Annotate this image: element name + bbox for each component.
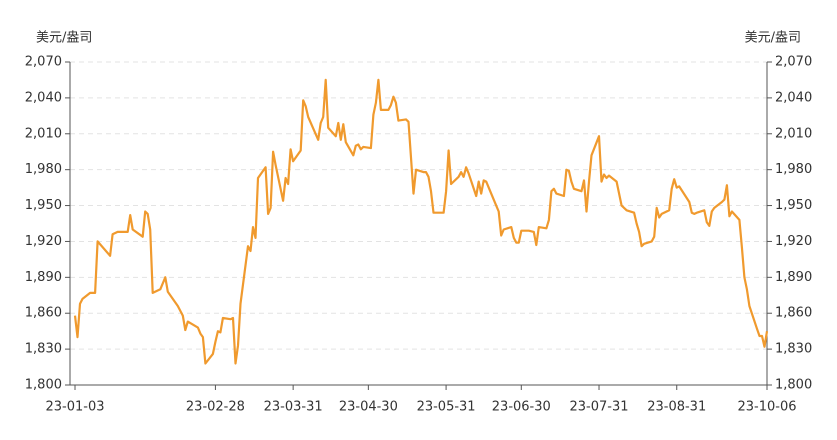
y-tick-label: 1,890 bbox=[25, 270, 62, 285]
y2-tick-label: 1,800 bbox=[775, 378, 812, 393]
price-line bbox=[73, 78, 769, 365]
y2-tick-label: 2,010 bbox=[775, 126, 812, 141]
y-tick-label: 1,920 bbox=[25, 234, 62, 249]
y2-tick-label: 1,950 bbox=[775, 198, 812, 213]
y2-axis-unit: 美元/盎司 bbox=[745, 31, 801, 46]
x-tick-label: 23-08-31 bbox=[647, 400, 706, 415]
y2-tick-label: 1,860 bbox=[775, 306, 812, 321]
x-tick-label: 23-06-30 bbox=[492, 400, 551, 415]
y2-tick-label: 2,040 bbox=[775, 90, 812, 105]
y-tick-label: 2,040 bbox=[25, 90, 62, 105]
y-tick-label: 1,980 bbox=[25, 162, 62, 177]
y-tick-label: 1,830 bbox=[25, 342, 62, 357]
x-tick-label: 23-05-31 bbox=[417, 400, 476, 415]
x-tick-label: 23-10-06 bbox=[737, 400, 796, 415]
x-tick-label: 23-03-31 bbox=[264, 400, 323, 415]
y-tick-label: 1,800 bbox=[25, 378, 62, 393]
y-tick-label: 1,860 bbox=[25, 306, 62, 321]
y-tick-label: 1,950 bbox=[25, 198, 62, 213]
x-tick-label: 23-04-30 bbox=[339, 400, 398, 415]
y2-tick-label: 2,070 bbox=[775, 55, 812, 70]
y2-tick-label: 1,830 bbox=[775, 342, 812, 357]
y-tick-label: 2,070 bbox=[25, 55, 62, 70]
x-tick-label: 23-07-31 bbox=[570, 400, 629, 415]
y-axis-unit: 美元/盎司 bbox=[36, 31, 92, 46]
y2-tick-label: 1,920 bbox=[775, 234, 812, 249]
y-tick-label: 2,010 bbox=[25, 126, 62, 141]
y2-tick-label: 1,980 bbox=[775, 162, 812, 177]
y2-tick-label: 1,890 bbox=[775, 270, 812, 285]
x-tick-label: 23-02-28 bbox=[186, 400, 245, 415]
x-tick-label: 23-01-03 bbox=[46, 400, 105, 415]
